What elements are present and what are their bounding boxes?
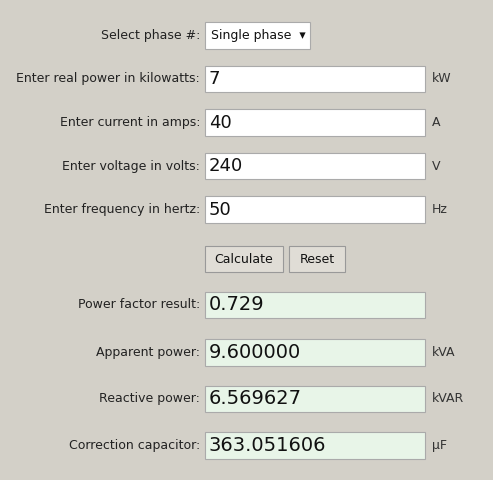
Text: 40: 40 [209, 114, 232, 132]
Text: Apparent power:: Apparent power: [96, 346, 200, 359]
Text: 9.600000: 9.600000 [209, 343, 301, 362]
Text: kVAR: kVAR [432, 393, 464, 406]
Bar [205, 386, 425, 412]
Bar [289, 246, 345, 273]
Text: Enter real power in kilowatts:: Enter real power in kilowatts: [16, 72, 200, 85]
Bar [205, 339, 425, 366]
Text: 0.729: 0.729 [209, 295, 265, 314]
Bar [205, 196, 425, 223]
Text: μF: μF [432, 439, 447, 452]
Text: kVA: kVA [432, 346, 456, 359]
Bar [205, 292, 425, 318]
Text: V: V [432, 159, 441, 173]
Text: Reset: Reset [299, 253, 335, 266]
Bar [205, 432, 425, 459]
Text: Select phase #:: Select phase #: [101, 29, 200, 42]
Bar [205, 22, 310, 48]
Text: 363.051606: 363.051606 [209, 436, 326, 455]
Bar [205, 66, 425, 92]
Text: Enter voltage in volts:: Enter voltage in volts: [62, 159, 200, 173]
Text: Enter current in amps:: Enter current in amps: [60, 116, 200, 129]
Text: Correction capacitor:: Correction capacitor: [69, 439, 200, 452]
Text: Enter frequency in hertz:: Enter frequency in hertz: [44, 203, 200, 216]
Text: Single phase  ▾: Single phase ▾ [211, 29, 306, 42]
Text: 50: 50 [209, 201, 232, 218]
Text: 7: 7 [209, 70, 220, 88]
Text: A: A [432, 116, 441, 129]
Bar [205, 109, 425, 136]
Text: Reactive power:: Reactive power: [99, 393, 200, 406]
Bar [205, 153, 425, 179]
Text: Hz: Hz [432, 203, 448, 216]
Bar [205, 246, 283, 273]
Text: kW: kW [432, 72, 452, 85]
Text: 6.569627: 6.569627 [209, 389, 302, 408]
Text: Calculate: Calculate [214, 253, 274, 266]
Text: Power factor result:: Power factor result: [78, 298, 200, 312]
Text: 240: 240 [209, 157, 243, 175]
